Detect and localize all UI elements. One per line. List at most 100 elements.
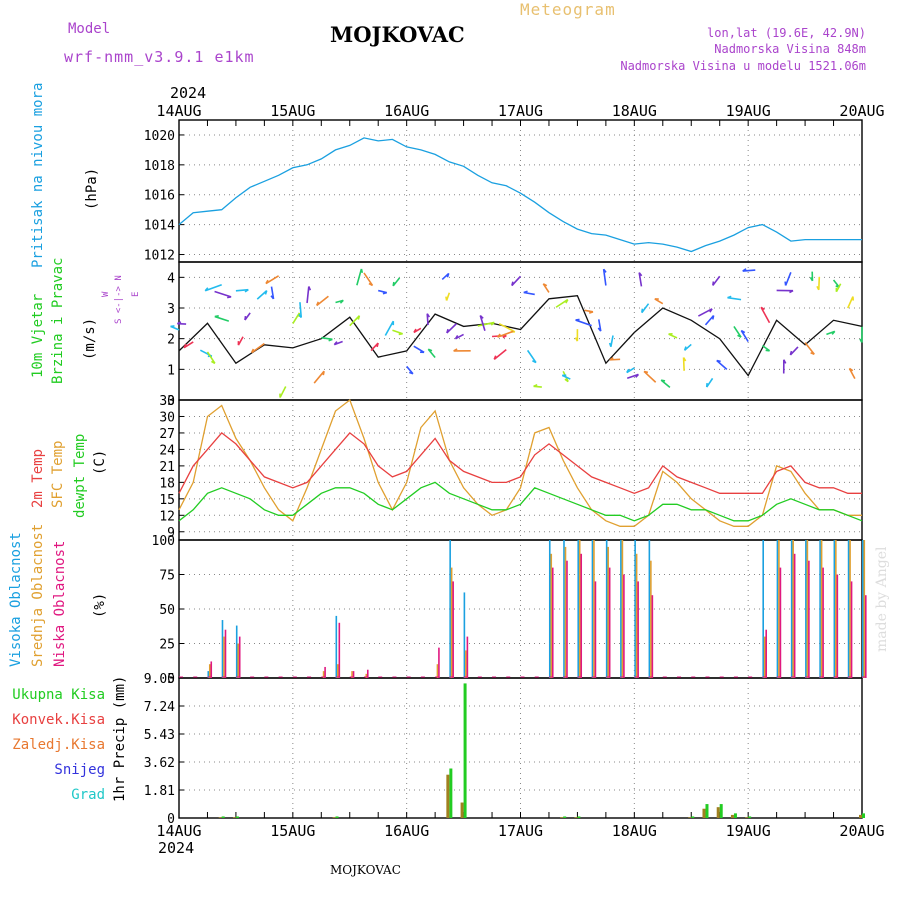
cloud-high-bar (648, 540, 651, 678)
cloud-mid-bar (550, 553, 553, 678)
wind-arrow (349, 315, 360, 327)
wind-arrow-head (683, 346, 687, 351)
wind-arrow-head (265, 279, 269, 284)
temperature-tick-label: 24 (159, 443, 175, 458)
pressure-tick-label: 1018 (144, 159, 175, 174)
wind-arrow (313, 370, 325, 384)
precip-conv-bar (716, 807, 720, 818)
wind-tick-label: 1 (167, 363, 175, 378)
wind-arrow (643, 370, 657, 383)
wind-arrow-head (176, 321, 182, 325)
model-elevation: Nadmorska Visina u modelu 1521.06m (620, 59, 866, 73)
cloud-low-bar (324, 666, 326, 678)
wind-arrow-head (789, 350, 793, 356)
wind-arrow-head (316, 301, 320, 306)
cloud-mid-bar (564, 546, 567, 678)
wind-arrow (602, 269, 607, 286)
cloud-high-bar (207, 671, 210, 678)
year-bottom: 2024 (158, 839, 194, 857)
cloud-low-bar (566, 560, 568, 678)
precip-tick-label: 7.24 (144, 700, 175, 715)
wind-arrow-head (490, 321, 495, 326)
cloud-low-bar (551, 567, 554, 678)
cloud-mid-bar (351, 671, 353, 678)
temp2m-label: 2m Temp (30, 449, 46, 508)
wind-arrow-head (244, 315, 247, 321)
clouds-tick-label: 0 (167, 672, 175, 687)
wind-arrow (270, 286, 275, 300)
precip-conv-bar (560, 817, 564, 818)
wind-arrow (498, 323, 516, 333)
wind-arrow-head (608, 342, 612, 348)
cloud-high-bar (221, 620, 224, 678)
wind-arrow-head (635, 373, 640, 378)
wind-arrow-head (641, 308, 644, 313)
wind-arrow-head (426, 313, 431, 318)
wind-arrow (733, 326, 742, 338)
wind-arrow-head (848, 367, 854, 372)
compass-e: E (131, 292, 141, 297)
cloud-high-bar (762, 540, 764, 678)
wind-arrow-head (831, 330, 836, 335)
dew-label: dewpt Temp (72, 434, 88, 518)
temperature-tick-label: 18 (159, 476, 175, 491)
wind-arrow (660, 379, 671, 388)
wind-arrow-head (454, 334, 459, 340)
wind-arrow (638, 272, 643, 287)
wind-arrow-head (270, 295, 275, 300)
wind-arrow-head (597, 327, 602, 332)
x-tick-label-top: 16AUG (384, 102, 429, 120)
precip-conv-bar (446, 774, 450, 818)
elevation: Nadmorska Visina 848m (714, 42, 866, 56)
precip-frozen-label: Zaledj.Kisa (12, 737, 105, 753)
cloud-low-bar (366, 669, 369, 678)
temperature-tick-label: 9 (167, 526, 175, 541)
wind-arrow (742, 269, 756, 272)
plot-area: 1012101410161018102001234912151821242730… (144, 102, 885, 840)
wind-arrow-head (727, 295, 732, 299)
pressure-line (178, 137, 862, 253)
wind-arrow-head (609, 357, 614, 361)
precip-total-bar (691, 816, 695, 818)
wind-arrow-head (533, 383, 538, 388)
x-tick-label-bottom: 19AUG (726, 822, 771, 840)
wind-compass: W S <-|-> N E (101, 275, 141, 324)
wind-arrow-head (392, 281, 395, 287)
precip-hail-label: Grad (71, 787, 105, 803)
wind-arrow (363, 272, 374, 286)
x-tick-label-top: 20AUG (839, 102, 884, 120)
cloud-mid-label: Srednja Oblacnost (30, 524, 46, 667)
cloud-high-bar (833, 540, 836, 678)
wind-arrow-head (816, 285, 820, 291)
wind-arrow (256, 290, 268, 300)
precip-snow-label: Snijeg (54, 762, 105, 778)
wind-arrow-head (427, 348, 433, 352)
precip-conv-bar (574, 817, 578, 818)
wind-arrow-head (479, 314, 484, 319)
cloud-mid-bar (806, 540, 809, 678)
wind-arrow (356, 268, 363, 286)
cloud-mid-bar (436, 664, 439, 678)
year-top: 2024 (170, 84, 206, 102)
cloud-mid-bar (650, 560, 652, 678)
cloud-mid-bar (237, 643, 240, 678)
precip-unit: 1hr Precip (mm) (112, 676, 128, 802)
cloud-high-bar (548, 540, 551, 678)
wind-arrow (306, 286, 310, 304)
temperature-tick-label: 21 (159, 460, 175, 475)
wind-arrow (321, 336, 333, 341)
x-tick-label-top: 17AUG (498, 102, 543, 120)
wind-arrow-head (445, 296, 448, 301)
wind-arrow-head (333, 341, 338, 346)
wind-arrow (697, 308, 713, 317)
cloud-mid-bar (450, 567, 453, 678)
wind-arrow-head (453, 348, 458, 352)
wind-arrow (183, 341, 194, 349)
wind-arrow (292, 312, 301, 324)
precip-conv-bar (702, 808, 706, 818)
x-tick-label-top: 19AUG (726, 102, 771, 120)
precip-total-bar (748, 816, 752, 818)
precip-total-bar (719, 804, 723, 818)
wind-arrow (817, 276, 821, 290)
wind-arrow-head (711, 315, 715, 320)
